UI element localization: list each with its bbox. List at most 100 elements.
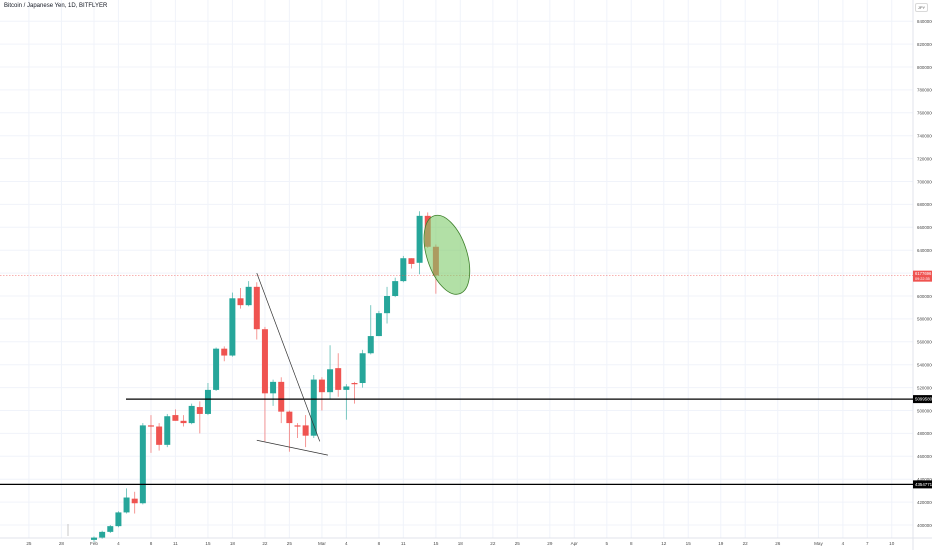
candle-up[interactable] xyxy=(400,258,407,282)
current-price-tag xyxy=(913,270,932,282)
price-tick-label: 7200000 xyxy=(917,156,932,161)
candle-down[interactable] xyxy=(261,329,268,394)
time-tick-label: 15 xyxy=(205,541,211,546)
candle-down[interactable] xyxy=(237,298,244,306)
candle-up[interactable] xyxy=(139,425,146,504)
candle-up[interactable] xyxy=(327,369,334,393)
current-price-countdown: 09:22:35 xyxy=(915,277,930,281)
time-tick-label: 29 xyxy=(547,541,553,546)
candle-up[interactable] xyxy=(416,215,423,263)
time-tick-label: 4 xyxy=(117,541,120,546)
candle-down[interactable] xyxy=(294,425,301,427)
time-tick-label: 8 xyxy=(378,541,381,546)
candle-up[interactable] xyxy=(229,298,236,356)
candle-down[interactable] xyxy=(131,498,138,504)
candle-up[interactable] xyxy=(91,537,97,540)
candle-up[interactable] xyxy=(375,313,382,337)
price-tick-label: 6800000 xyxy=(917,202,932,207)
price-tick-label: 7600000 xyxy=(917,111,932,116)
candle-down[interactable] xyxy=(351,383,358,385)
candle-down[interactable] xyxy=(408,258,415,264)
candle-down[interactable] xyxy=(302,425,309,436)
time-tick-label: 8 xyxy=(630,541,633,546)
time-tick-label: Mar xyxy=(318,541,326,546)
candle-up[interactable] xyxy=(188,405,195,424)
candle-down[interactable] xyxy=(172,415,179,421)
price-tick-label: 8400000 xyxy=(917,19,932,24)
candle-up[interactable] xyxy=(270,381,277,394)
price-tick-label: 8000000 xyxy=(917,65,932,70)
candle-up[interactable] xyxy=(310,379,317,436)
candle-down[interactable] xyxy=(335,368,342,390)
candle-up[interactable] xyxy=(204,389,211,414)
price-tick-label: 5800000 xyxy=(917,317,932,322)
time-tick-label: 11 xyxy=(173,541,178,546)
candle-up[interactable] xyxy=(213,348,220,390)
level-price-tag xyxy=(913,395,932,404)
price-tick-label: 4800000 xyxy=(917,431,932,436)
time-tick-label: May xyxy=(814,541,823,546)
level-price-label: 5099580 xyxy=(915,397,932,402)
level-price-label: 4354771 xyxy=(915,482,932,487)
candle-down[interactable] xyxy=(278,381,285,412)
candle-down[interactable] xyxy=(196,407,203,414)
time-tick-label: 8 xyxy=(150,541,153,546)
candle-down[interactable] xyxy=(221,348,228,356)
candle-up[interactable] xyxy=(392,281,399,296)
level-price-tag xyxy=(913,480,932,489)
time-tick-label: 15 xyxy=(686,541,692,546)
candle-down[interactable] xyxy=(147,425,154,427)
price-tick-label: 7800000 xyxy=(917,88,932,93)
trend-line[interactable] xyxy=(256,272,321,442)
candle-up[interactable] xyxy=(164,416,171,445)
time-tick-label: Feb xyxy=(90,541,98,546)
time-tick-label: 12 xyxy=(661,541,667,546)
candle-up[interactable] xyxy=(123,497,130,513)
time-tick-label: 25 xyxy=(515,541,521,546)
candle-down[interactable] xyxy=(318,379,325,393)
price-tick-label: 6600000 xyxy=(917,225,932,230)
candle-down[interactable] xyxy=(180,420,187,424)
price-tick-label: 5200000 xyxy=(917,385,932,390)
time-tick-label: 18 xyxy=(458,541,464,546)
price-tick-label: 7400000 xyxy=(917,134,932,139)
price-tick-label: 4000000 xyxy=(917,523,932,528)
price-tick-label: 6000000 xyxy=(917,294,932,299)
candle-up[interactable] xyxy=(245,286,252,306)
price-tick-label: 4200000 xyxy=(917,500,932,505)
time-tick-label: 25 xyxy=(287,541,293,546)
candle-up[interactable] xyxy=(107,526,114,532)
price-tick-label: 6400000 xyxy=(917,248,932,253)
price-tick-label: 4600000 xyxy=(917,454,932,459)
candle-up[interactable] xyxy=(359,353,366,384)
candle-down[interactable] xyxy=(253,286,260,330)
time-tick-label: 7 xyxy=(866,541,869,546)
ellipse-highlight[interactable] xyxy=(415,210,478,300)
time-tick-label: 25 xyxy=(26,541,32,546)
candle-down[interactable] xyxy=(156,426,163,445)
time-tick-label: 18 xyxy=(230,541,236,546)
time-tick-label: 4 xyxy=(842,541,845,546)
candle-up[interactable] xyxy=(367,336,374,354)
candle-up[interactable] xyxy=(384,296,391,314)
time-tick-label: 5 xyxy=(606,541,609,546)
time-tick-label: 22 xyxy=(262,541,268,546)
time-tick-label: 11 xyxy=(401,541,406,546)
candle-up[interactable] xyxy=(343,386,350,390)
current-price-label: 6177696 xyxy=(915,271,932,276)
candle-up[interactable] xyxy=(115,512,122,527)
chart-title: Bitcoin / Japanese Yen, 1D, BITFLYER xyxy=(4,3,108,9)
candle-down[interactable] xyxy=(286,411,293,424)
currency-badge[interactable]: JPY xyxy=(915,3,928,12)
time-tick-label: Apr xyxy=(571,541,579,546)
time-tick-label: 28 xyxy=(59,541,65,546)
time-tick-label: 19 xyxy=(718,541,724,546)
candle-up[interactable] xyxy=(99,531,106,538)
time-tick-label: 22 xyxy=(743,541,749,546)
time-tick-label: 15 xyxy=(433,541,439,546)
price-tick-label: 5000000 xyxy=(917,408,932,413)
trend-line[interactable] xyxy=(256,439,328,456)
price-tick-label: 7000000 xyxy=(917,179,932,184)
